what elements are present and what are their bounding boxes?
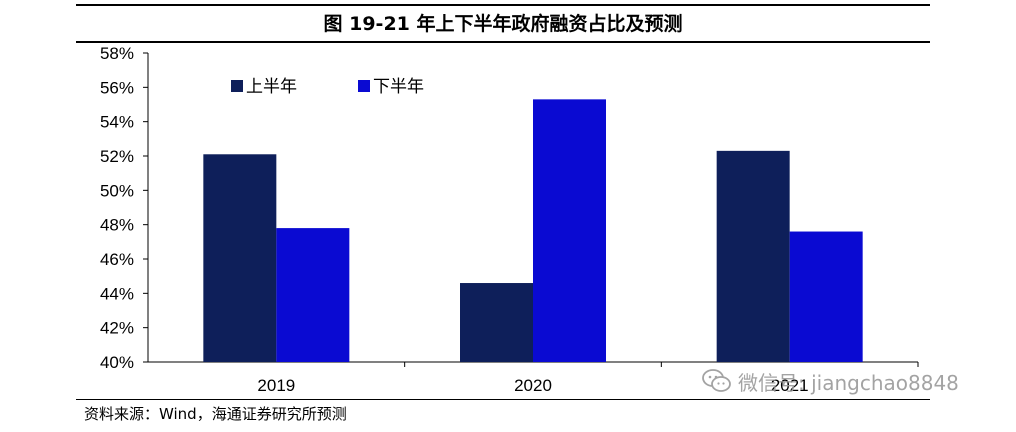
legend-swatch (358, 80, 370, 92)
y-tick-label: 52% (100, 147, 134, 166)
y-tick-label: 40% (100, 353, 134, 372)
y-tick-label: 48% (100, 216, 134, 235)
x-tick-label: 2021 (771, 376, 809, 395)
source-note: 资料来源：Wind，海通证券研究所预测 (84, 405, 347, 423)
y-tick-label: 42% (100, 319, 134, 338)
source-rule (76, 399, 930, 400)
legend-label: 上半年 (246, 77, 297, 97)
title-bottom-rule (76, 41, 930, 43)
wechat-icon (702, 369, 731, 392)
x-tick-label: 2019 (257, 376, 295, 395)
bar-first-half-2020 (460, 283, 533, 362)
bar-second-half-2019 (276, 228, 350, 362)
y-tick-label: 44% (100, 284, 134, 303)
y-tick-label: 56% (100, 78, 134, 97)
watermark: 微信号: jiangchao8848 (702, 366, 959, 396)
y-tick-label: 58% (100, 44, 134, 63)
bar-second-half-2020 (533, 99, 606, 362)
watermark-text: 微信号: jiangchao8848 (738, 370, 959, 395)
bar-first-half-2019 (203, 154, 277, 362)
y-tick-label: 54% (100, 113, 134, 132)
legend-swatch (231, 80, 243, 92)
y-tick-label: 50% (100, 181, 134, 200)
y-tick-label: 46% (100, 250, 134, 269)
title-top-rule (76, 4, 930, 6)
bar-second-half-2021 (789, 231, 863, 362)
legend-label: 下半年 (373, 77, 424, 97)
bar-first-half-2021 (716, 150, 790, 362)
chart-title: 图 19-21 年上下半年政府融资占比及预测 (323, 13, 683, 35)
x-tick-label: 2020 (514, 376, 552, 395)
